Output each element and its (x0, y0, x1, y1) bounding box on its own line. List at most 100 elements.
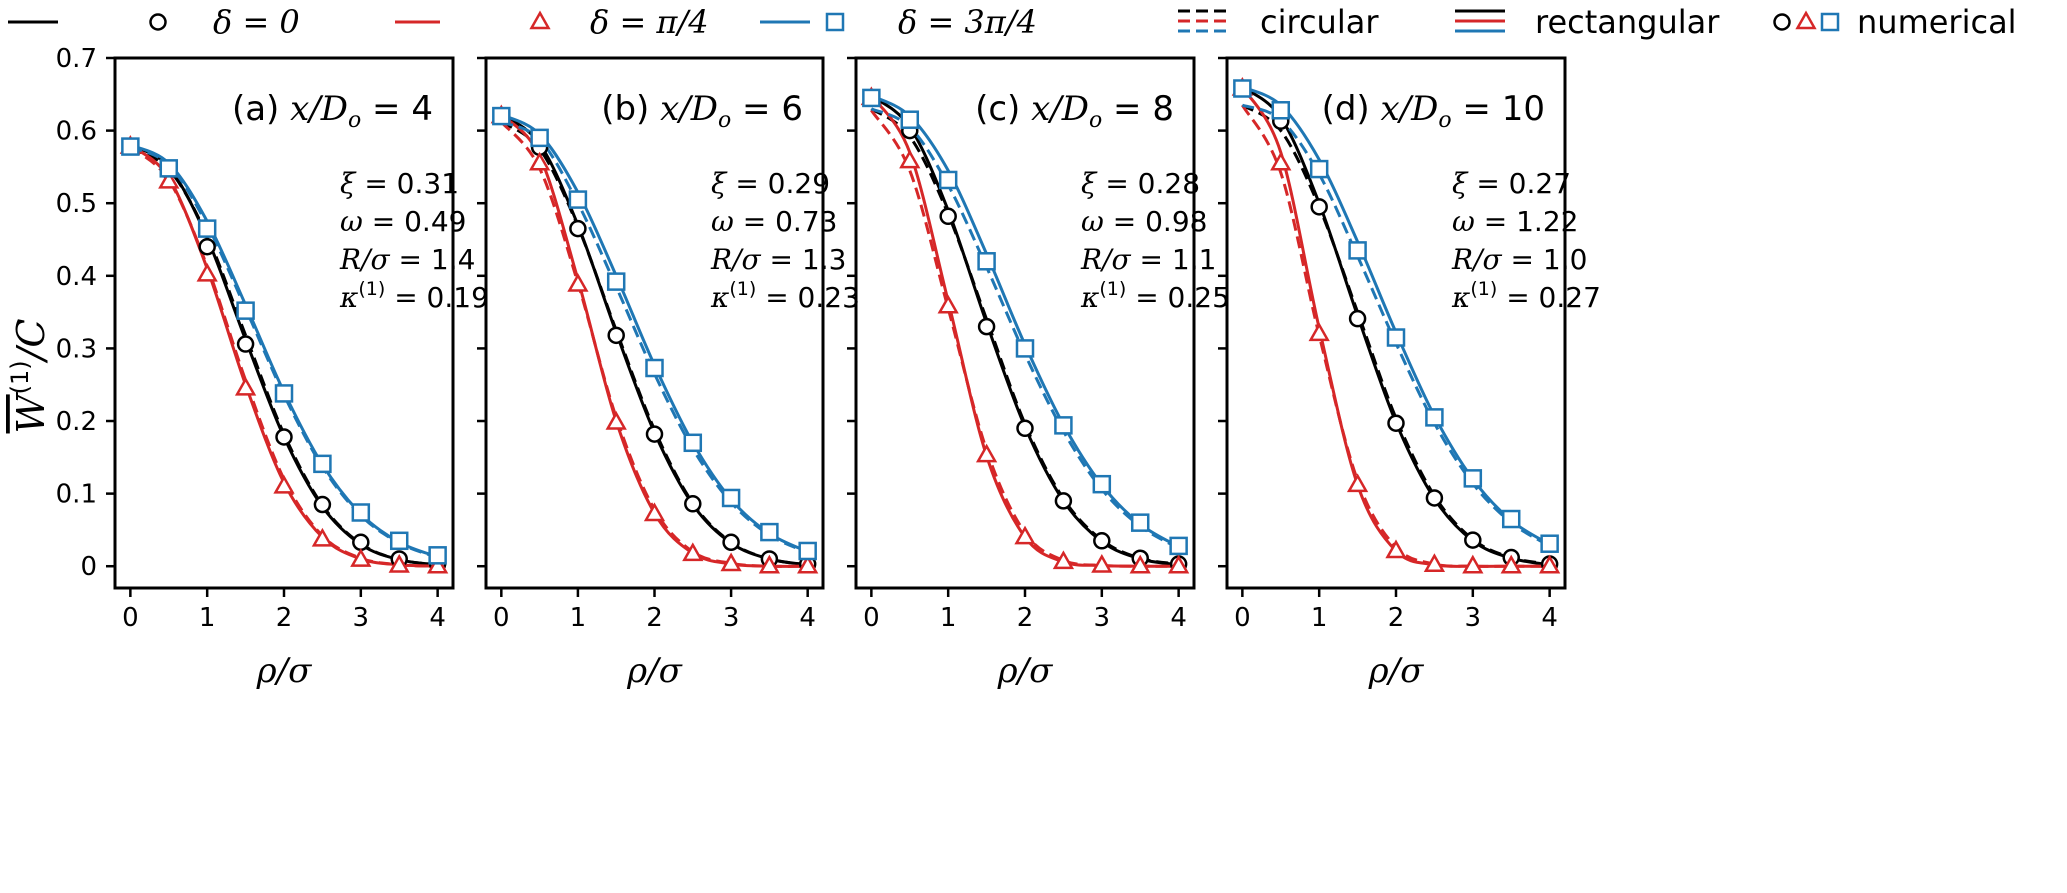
panel-b-series-square-point (606, 272, 626, 291)
panel-d-param-symbol: R/σ (1451, 243, 1503, 276)
legend-delta-pi4-label: δ = π/4 (590, 3, 709, 41)
panel-c-series-triangle-rectangular-line (870, 94, 1179, 568)
panel-d-title-label: (d) (1322, 89, 1381, 129)
legend-delta-3pi4-label: δ = 3π/4 (898, 3, 1037, 41)
panel-b-series-triangle-point (682, 542, 704, 562)
panel-d-series-square-rectangular-line (1241, 85, 1551, 546)
panel-a-ytick-label: 0.6 (56, 117, 97, 147)
panel-c-param-symbol: ξ (1081, 167, 1098, 200)
panel-a-series-square-point (274, 384, 294, 403)
panel-d-series-triangle-point (1500, 554, 1522, 574)
panel-c-series-circle-point (1054, 492, 1073, 510)
legend-delta-pi4: δ = π/4 (395, 3, 709, 41)
panel-d-param-symbol: κ (1451, 281, 1470, 314)
panel-b-title-param: x/D (660, 89, 718, 129)
panel-b-param-value: = 0.73 (734, 205, 838, 238)
panel-b-series-circle-point (684, 495, 702, 513)
panel-b-xtick-label: 0 (493, 603, 510, 633)
panel-d-series-triangle-point (1346, 473, 1369, 493)
panel-a-param-value: = 0.49 (363, 205, 467, 238)
legend-delta-0-marker (149, 13, 167, 31)
panel-a-series-square-point (236, 301, 255, 320)
panel-a-series-square-point (351, 503, 371, 522)
panel-a-series-triangle-point (426, 554, 449, 574)
panel-c-xtick-label: 3 (1094, 603, 1111, 633)
panel-b-series-circle-point (569, 219, 587, 238)
panel-b-series-triangle-point (605, 410, 627, 430)
panel-c-title-sub: o (1089, 108, 1102, 133)
panel-b-param-value: = 1.3 (761, 243, 847, 276)
panel-c-series-square-point (862, 88, 881, 108)
y-axis-label: W(1)/C (6, 319, 53, 434)
panel-a-series-square-point (389, 531, 409, 551)
y-axis-label-tail: /C (9, 319, 53, 365)
panel-a-param-1: ω = 0.49 (340, 205, 466, 238)
panel-b-series-triangle-point (528, 151, 551, 171)
panel-a-xtick-label: 3 (353, 603, 370, 633)
panel-d-series-triangle-point (1270, 151, 1292, 171)
panel-d-series-triangle-point (1538, 554, 1561, 574)
panel-c-param-symbol: R/σ (1080, 243, 1132, 276)
panel-a-param-value: = 1.4 (390, 243, 476, 276)
panel-a-xtick-label: 2 (276, 603, 293, 633)
y-axis-label-text: W(1)/C (6, 319, 53, 434)
panel-a-title-value: = 4 (361, 89, 433, 129)
legend-numerical-label: numerical (1857, 3, 2017, 41)
panel-d-param-value: = 1.0 (1502, 243, 1588, 276)
panel-d-param-value: = 0.27 (1497, 281, 1601, 314)
panel-b-xtick-label: 1 (570, 603, 587, 633)
panel-a-series-triangle-point (196, 262, 218, 282)
y-axis-label-main: W (9, 391, 53, 433)
panel-a-series-triangle-point (350, 548, 372, 567)
panel-a-ytick-label: 0 (80, 552, 97, 582)
panel-b-series-triangle-point (643, 502, 666, 522)
panel-b-series-square-point (645, 358, 664, 378)
panel-a-param-2: R/σ = 1.4 (339, 243, 475, 276)
panel-c-series-triangle-point (1167, 554, 1190, 574)
panel-c: 0 1 2 3 4 ρ/σ (c) x/Do = 8 ξ = 0.28 ω = 0.98 R/σ … (847, 56, 1230, 691)
panel-d-series-square-point (1348, 241, 1367, 260)
panel-c-param-value: = 0.25 (1126, 281, 1230, 314)
panel-a-series-circle-rectangular-line (129, 143, 438, 567)
panel-b-xtick-label: 4 (799, 603, 816, 633)
panel-b-series-circle-point (645, 425, 664, 443)
panel-d-series-triangle-point (1462, 554, 1484, 574)
panel-b-series-triangle-point (567, 272, 589, 292)
panel-a-xtick-label: 1 (199, 603, 216, 633)
panel-b-series-triangle-circular-line (500, 120, 808, 568)
panel-b-param-3: κ(1) = 0.23 (710, 278, 860, 314)
panel-b-param-0: ξ = 0.29 (711, 167, 830, 200)
panel-d-series-square-point (1463, 469, 1483, 488)
panel-d-xtick-label: 0 (1234, 603, 1251, 633)
panel-a-ytick-label: 0.1 (56, 480, 97, 510)
panel-d-series-circle-point (1348, 309, 1367, 328)
panel-a-param-symbol: ξ (340, 167, 357, 200)
panel-a-series-triangle-rectangular-line (129, 143, 438, 568)
panel-c-param-symbol: ω (1081, 205, 1104, 238)
panel-d-xlabel: ρ/σ (1368, 651, 1424, 691)
panel-c-title: (c) x/Do = 8 (975, 89, 1174, 133)
panel-a-series-square-point (313, 454, 332, 474)
panel-d-series-triangle-circular-line (1241, 104, 1550, 568)
panel-d-series-square-point (1233, 79, 1252, 98)
legend-numerical-triangle (1795, 10, 1817, 30)
legend-circular: circular (1178, 3, 1379, 41)
panel-c-series-triangle-point (899, 149, 921, 169)
panel-c-param-symbol: κ (1080, 281, 1099, 314)
panel-b-series-triangle-point (720, 552, 742, 572)
legend-delta-3pi4: δ = 3π/4 (760, 3, 1037, 41)
panel-a-series-circle-point (313, 495, 332, 514)
panel-d-xtick-label: 3 (1465, 603, 1482, 633)
panel-c-series-triangle-point (1014, 525, 1036, 545)
legend-delta-3pi4-marker (825, 12, 845, 32)
panel-b: 0 1 2 3 4 ρ/σ (b) x/Do = 6 ξ = 0.29 ω = 0.73 R/σ … (477, 56, 860, 691)
panel-c-series-circle-point (977, 317, 996, 336)
panel-a-param-sup: (1) (358, 278, 385, 300)
panel-c-series-square-point (1092, 474, 1112, 494)
panel-a-ytick-label: 0.7 (56, 44, 97, 74)
panel-d-series-square-point (1425, 408, 1444, 427)
panel-c-xlabel: ρ/σ (997, 651, 1053, 691)
panel-d-series-circle-point (1425, 489, 1444, 507)
panel-a-frame (113, 56, 455, 590)
